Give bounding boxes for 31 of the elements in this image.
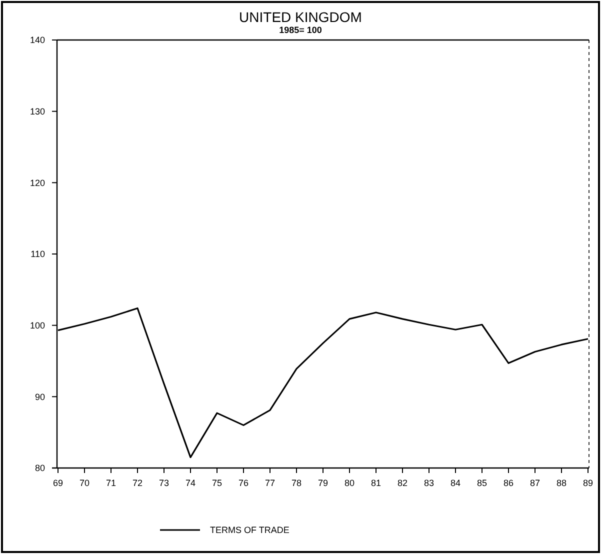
- x-tick-label: 79: [318, 478, 328, 488]
- x-tick-label: 76: [238, 478, 249, 488]
- x-tick-label: 85: [476, 478, 488, 488]
- x-tick-label: 73: [158, 478, 170, 488]
- legend-label: TERMS OF TRADE: [210, 525, 290, 536]
- x-tick-label: 75: [212, 478, 222, 488]
- x-tick-label: 84: [450, 478, 461, 488]
- x-tick-label: 81: [370, 478, 382, 488]
- y-tick-label: 90: [34, 392, 45, 402]
- x-tick-label: 72: [132, 478, 143, 488]
- x-tick-label: 87: [530, 478, 540, 488]
- x-tick-label: 86: [503, 478, 514, 488]
- x-tick-label: 82: [397, 478, 408, 488]
- chart-title: UNITED KINGDOM: [239, 9, 362, 25]
- y-tick-label: 110: [30, 249, 45, 260]
- y-tick-label: 120: [30, 178, 45, 188]
- x-tick-label: 88: [556, 478, 567, 488]
- y-tick-label: 130: [30, 106, 45, 116]
- x-tick-label: 70: [79, 478, 90, 488]
- y-tick-label: 80: [34, 463, 45, 474]
- x-tick-label: 78: [291, 478, 302, 488]
- x-tick-label: 77: [264, 478, 276, 488]
- x-tick-label: 69: [52, 478, 64, 488]
- x-tick-label: 89: [582, 478, 594, 488]
- x-tick-label: 71: [106, 478, 116, 488]
- x-tick-label: 80: [344, 478, 355, 488]
- y-tick-label: 100: [30, 320, 45, 330]
- x-tick-label: 83: [424, 478, 434, 488]
- y-tick-label: 140: [30, 35, 45, 46]
- x-tick-label: 74: [185, 478, 196, 488]
- chart-subtitle: 1985= 100: [279, 25, 322, 35]
